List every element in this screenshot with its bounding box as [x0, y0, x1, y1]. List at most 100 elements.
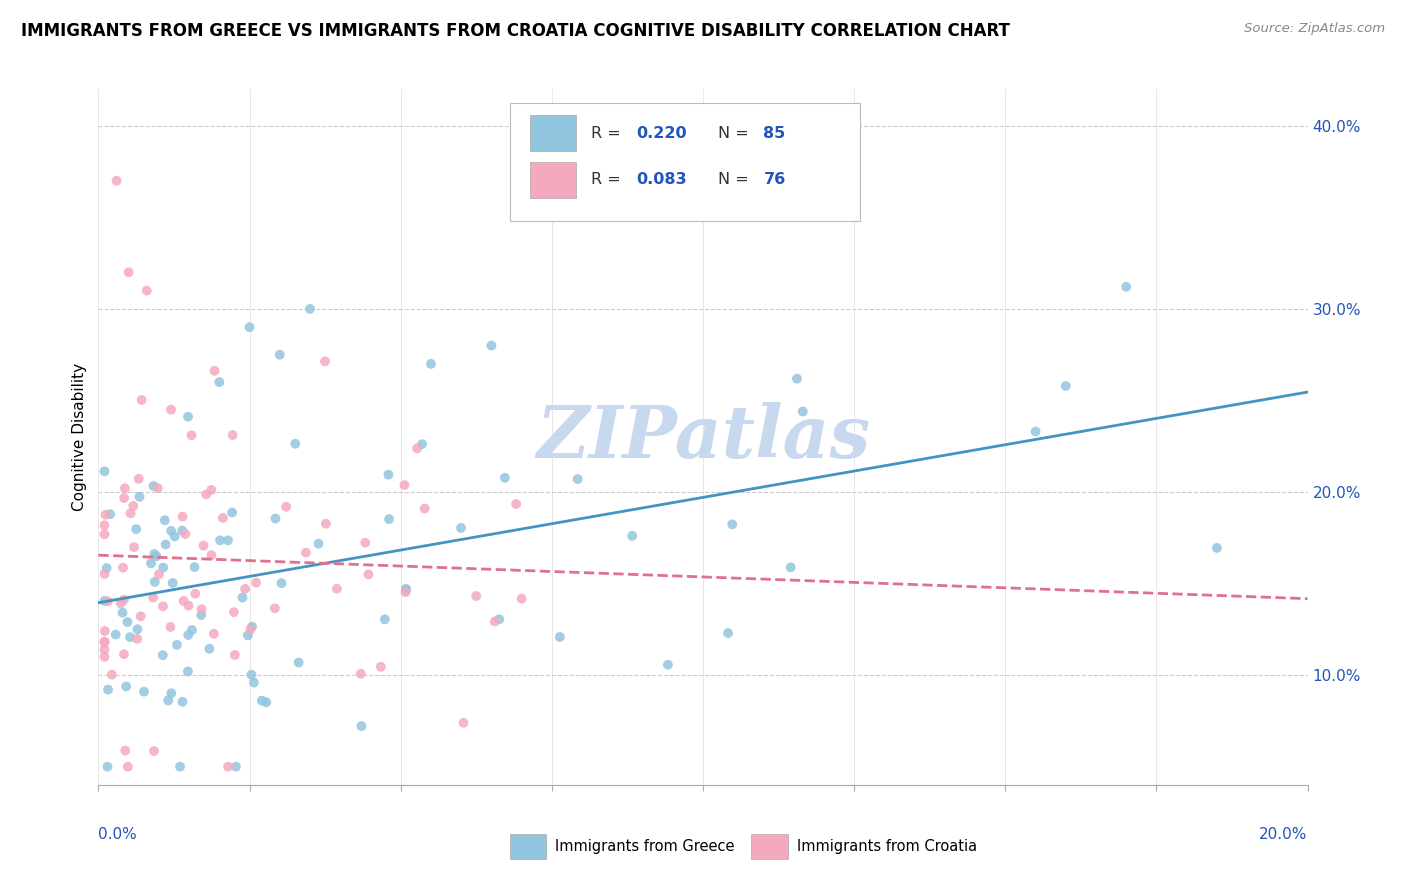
Point — [721, 517, 744, 532]
Point — [163, 529, 186, 543]
Point — [370, 660, 392, 674]
Point — [505, 497, 527, 511]
Point — [510, 591, 533, 606]
Point — [114, 481, 136, 495]
Point — [243, 675, 266, 690]
Point — [411, 437, 433, 451]
Text: 85: 85 — [763, 126, 786, 141]
Point — [204, 364, 226, 378]
Point — [240, 620, 263, 634]
Point — [374, 612, 396, 626]
Point — [93, 634, 115, 648]
Text: 0.083: 0.083 — [637, 172, 688, 187]
Point — [159, 620, 181, 634]
Point — [129, 609, 152, 624]
Point — [395, 582, 418, 596]
Point — [350, 719, 373, 733]
Point — [162, 576, 184, 591]
Point — [111, 606, 134, 620]
Point — [115, 680, 138, 694]
Point — [93, 635, 115, 649]
Point — [377, 467, 399, 482]
Point — [112, 592, 135, 607]
Point — [93, 527, 115, 541]
Point — [120, 506, 142, 520]
Point — [450, 521, 472, 535]
Point — [118, 265, 141, 279]
Point — [190, 608, 212, 623]
Point — [231, 591, 253, 605]
Point — [453, 715, 475, 730]
Point — [172, 695, 194, 709]
Point — [96, 759, 118, 773]
Point — [110, 596, 132, 610]
Point — [786, 371, 808, 385]
Point — [254, 695, 277, 709]
Y-axis label: Cognitive Disability: Cognitive Disability — [72, 363, 87, 511]
Point — [200, 483, 222, 497]
Point — [406, 442, 429, 456]
Point — [104, 627, 127, 641]
Point — [239, 623, 262, 637]
Point — [143, 744, 166, 758]
Point — [208, 375, 231, 389]
Point — [299, 301, 322, 316]
Point — [233, 582, 256, 596]
Point — [193, 539, 215, 553]
Point — [202, 626, 225, 640]
Point — [494, 471, 516, 485]
Point — [378, 512, 401, 526]
Point — [657, 657, 679, 672]
Point — [97, 682, 120, 697]
Point — [96, 561, 118, 575]
Point — [132, 684, 155, 698]
Point — [217, 759, 239, 773]
Point — [169, 759, 191, 773]
FancyBboxPatch shape — [509, 103, 860, 221]
Point — [250, 693, 273, 707]
Point — [224, 648, 246, 662]
Point — [221, 506, 243, 520]
Point — [146, 481, 169, 495]
Point — [177, 665, 200, 679]
Point — [209, 533, 232, 548]
Point — [200, 548, 222, 562]
Point — [174, 527, 197, 541]
Point — [145, 549, 167, 564]
Point — [101, 667, 124, 681]
Point — [394, 585, 416, 599]
Point — [413, 501, 436, 516]
Point — [350, 666, 373, 681]
Point — [212, 511, 235, 525]
Point — [354, 535, 377, 549]
Point — [225, 759, 247, 773]
Point — [93, 566, 115, 581]
Point — [420, 357, 443, 371]
Point — [122, 499, 145, 513]
Point — [177, 599, 200, 613]
Point — [135, 284, 157, 298]
FancyBboxPatch shape — [530, 161, 576, 198]
Point — [481, 338, 503, 352]
Point — [1206, 541, 1229, 555]
Point — [94, 624, 117, 638]
Point — [127, 622, 149, 636]
Text: IMMIGRANTS FROM GREECE VS IMMIGRANTS FROM CROATIA COGNITIVE DISABILITY CORRELATI: IMMIGRANTS FROM GREECE VS IMMIGRANTS FRO… — [21, 22, 1010, 40]
Point — [117, 759, 139, 773]
Text: 76: 76 — [763, 172, 786, 187]
Point — [395, 582, 418, 597]
Point — [157, 693, 180, 707]
Point — [190, 602, 212, 616]
Point — [117, 615, 139, 629]
Point — [152, 560, 174, 574]
Point — [173, 594, 195, 608]
Point — [139, 557, 162, 571]
Point — [567, 472, 589, 486]
Point — [270, 576, 292, 591]
Point — [153, 513, 176, 527]
Point — [488, 612, 510, 626]
Text: Source: ZipAtlas.com: Source: ZipAtlas.com — [1244, 22, 1385, 36]
Text: N =: N = — [717, 126, 754, 141]
Point — [315, 516, 337, 531]
Point — [172, 524, 194, 538]
